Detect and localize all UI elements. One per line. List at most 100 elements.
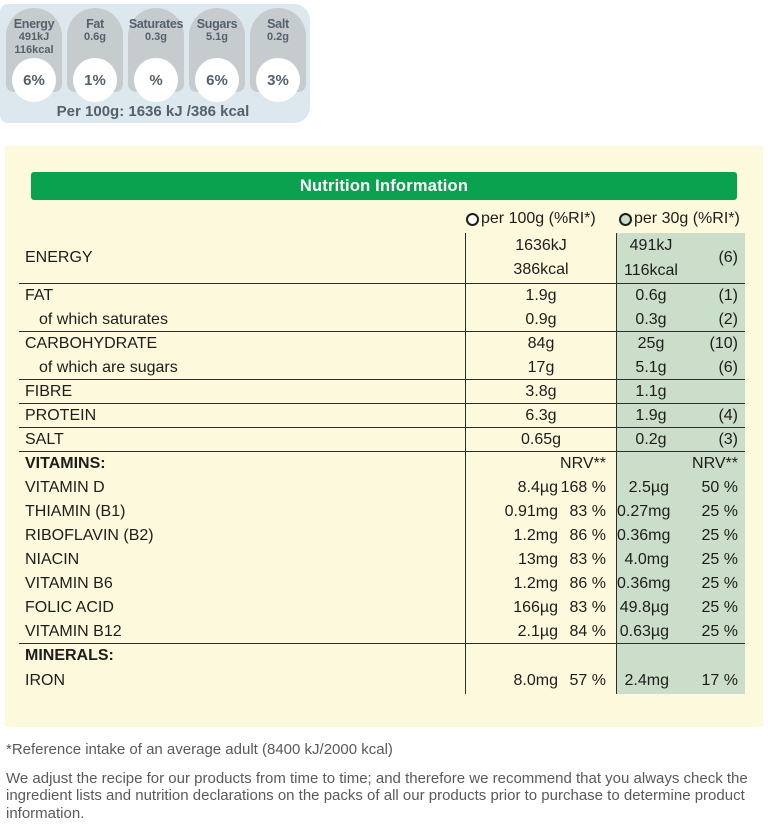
- cell-per30: 25g (10): [616, 332, 745, 356]
- value-per100: 0.9g: [525, 310, 557, 328]
- per-30g-radio-icon[interactable]: [619, 212, 632, 226]
- badge-value: 0.6g: [83, 31, 106, 43]
- cell-per30: 0.63µg 25 %: [616, 620, 745, 643]
- value-per100: 166µg: [513, 599, 558, 616]
- cell-per30: 1.9g (4): [616, 404, 745, 427]
- badge-percent: 3%: [267, 71, 289, 89]
- value-per30: 0.3g: [635, 310, 667, 328]
- traffic-badge-salt: Salt 0.2g 3%: [250, 8, 306, 102]
- traffic-badge-energy: Energy 491kJ 116kcal 6%: [6, 8, 62, 102]
- badge-percent: 6%: [206, 71, 228, 89]
- nutrition-panel: Nutrition Information per 100g (%RI*) pe…: [5, 146, 763, 727]
- badge-percent: %: [149, 71, 163, 89]
- row-energy: ENERGY 1636kJ 386kcal 491kJ 116kcal (6): [19, 233, 745, 284]
- per-100g-radio-icon[interactable]: [466, 212, 479, 226]
- cell-per30: NRV**: [616, 452, 745, 476]
- section-label: MINERALS:: [25, 647, 114, 664]
- value-per30: 2.4mg: [624, 672, 669, 689]
- pct-per30: (2): [718, 310, 738, 328]
- row-label: VITAMIN B12: [25, 622, 122, 640]
- row-label: RIBOFLAVIN (B2): [25, 527, 154, 544]
- cell-per100: 6.3g: [465, 404, 616, 427]
- cell-per100: 8.0mg 57 %: [465, 668, 616, 694]
- row-label: SALT: [25, 430, 64, 448]
- value-per30: 1.9g: [635, 406, 667, 424]
- value-per100: 0.91mg: [504, 503, 558, 520]
- value-per30: 0.2g: [635, 430, 667, 448]
- row-minerals-header: MINERALS:: [19, 644, 745, 668]
- row-saturates: of which saturates 0.9g 0.3g (2): [19, 308, 745, 332]
- row-label: of which saturates: [39, 310, 168, 328]
- pct-per30: 17 %: [701, 672, 738, 689]
- row-label: FAT: [25, 287, 54, 304]
- row-label: FOLIC ACID: [25, 599, 114, 616]
- pct-per100: 57 %: [569, 672, 606, 689]
- value-per30: 1.1g: [635, 382, 667, 400]
- cell-per30: 0.36mg 25 %: [616, 572, 745, 596]
- nrv-label: NRV**: [560, 455, 606, 472]
- row-vitamin-d: VITAMIN D 8.4µg 168 % 2.5µg 50 %: [19, 476, 745, 500]
- badge-percent: 6%: [23, 71, 45, 89]
- row-label: PROTEIN: [25, 406, 97, 424]
- column-header-label: per 30g (%RI*): [634, 210, 740, 227]
- badge-value: 0.3g: [144, 31, 167, 43]
- percent-circle: 1%: [73, 58, 117, 102]
- pct-per30: 25 %: [701, 503, 738, 520]
- badge-name: Energy: [13, 17, 55, 31]
- value-per100: 1.2mg: [513, 527, 558, 544]
- value-per100-kj: 1636kJ: [515, 237, 567, 254]
- row-salt: SALT 0.65g 0.2g (3): [19, 428, 745, 452]
- pct-per30: (6): [718, 358, 738, 376]
- pct-per30: 25 %: [701, 599, 738, 616]
- value-per30: 4.0mg: [624, 551, 669, 568]
- cell-per100: 84g: [465, 332, 616, 356]
- recipe-disclaimer: We adjust the recipe for our products fr…: [6, 769, 748, 822]
- row-label: VITAMIN B6: [25, 575, 113, 592]
- row-fibre: FIBRE 3.8g 1.1g: [19, 380, 745, 404]
- pct-per100: 83 %: [569, 599, 606, 616]
- row-label: CARBOHYDRATE: [25, 335, 158, 352]
- badge-name: Salt: [267, 17, 289, 31]
- cell-per30: 0.6g (1): [616, 284, 745, 308]
- badge-value: 0.2g: [266, 31, 289, 43]
- traffic-light-panel: Energy 491kJ 116kcal 6% Fat 0.6g 1% Satu…: [0, 0, 312, 123]
- percent-circle: 3%: [256, 58, 300, 102]
- cell-per100: 3.8g: [465, 380, 616, 403]
- nutrition-title-bar: Nutrition Information: [31, 172, 737, 200]
- nrv-label: NRV**: [692, 455, 738, 472]
- value-per30: 0.36mg: [617, 575, 671, 592]
- traffic-badges: Energy 491kJ 116kcal 6% Fat 0.6g 1% Satu…: [6, 8, 306, 102]
- percent-circle: 6%: [195, 58, 239, 102]
- cell-per30: 4.0mg 25 %: [616, 548, 745, 572]
- row-sugars: of which are sugars 17g 5.1g (6): [19, 356, 745, 380]
- value-per100: 1.2mg: [513, 575, 558, 592]
- cell-per30: 5.1g (6): [616, 356, 745, 379]
- cell-per100: 13mg 83 %: [465, 548, 616, 572]
- column-header-label: per 100g (%RI*): [481, 210, 596, 227]
- value-per30: 0.63µg: [619, 622, 669, 640]
- pct-per30: 25 %: [701, 622, 738, 640]
- value-per100: 1.9g: [525, 287, 557, 304]
- cell-per100: 0.9g: [465, 308, 616, 331]
- value-per100: 13mg: [517, 551, 558, 568]
- cell-per100: 1.9g: [465, 284, 616, 308]
- row-vitamin-b6: VITAMIN B6 1.2mg 86 % 0.36mg 25 %: [19, 572, 745, 596]
- row-label: THIAMIN (B1): [25, 503, 126, 520]
- value-per100: 84g: [527, 335, 555, 352]
- pct-per100: 83 %: [569, 503, 606, 520]
- per-100g-summary: Per 100g: 1636 kJ /386 kcal: [56, 103, 250, 120]
- badge-name: Sugars: [196, 17, 238, 31]
- percent-circle: 6%: [12, 58, 56, 102]
- column-header-per30g: per 30g (%RI*): [616, 210, 745, 228]
- row-fat: FAT 1.9g 0.6g (1): [19, 284, 745, 308]
- cell-per100: [465, 644, 616, 668]
- row-riboflavin: RIBOFLAVIN (B2) 1.2mg 86 % 0.36mg 25 %: [19, 524, 745, 548]
- cell-per100: 17g: [465, 356, 616, 379]
- value-per30: 0.36mg: [617, 527, 671, 544]
- cell-per100: 1636kJ 386kcal: [465, 233, 616, 283]
- pct-per30: 25 %: [701, 575, 738, 592]
- row-carbohydrate: CARBOHYDRATE 84g 25g (10): [19, 332, 745, 356]
- cell-per30: 2.4mg 17 %: [616, 668, 745, 694]
- cell-per100: 1.2mg 86 %: [465, 524, 616, 548]
- row-iron: IRON 8.0mg 57 % 2.4mg 17 %: [19, 668, 745, 694]
